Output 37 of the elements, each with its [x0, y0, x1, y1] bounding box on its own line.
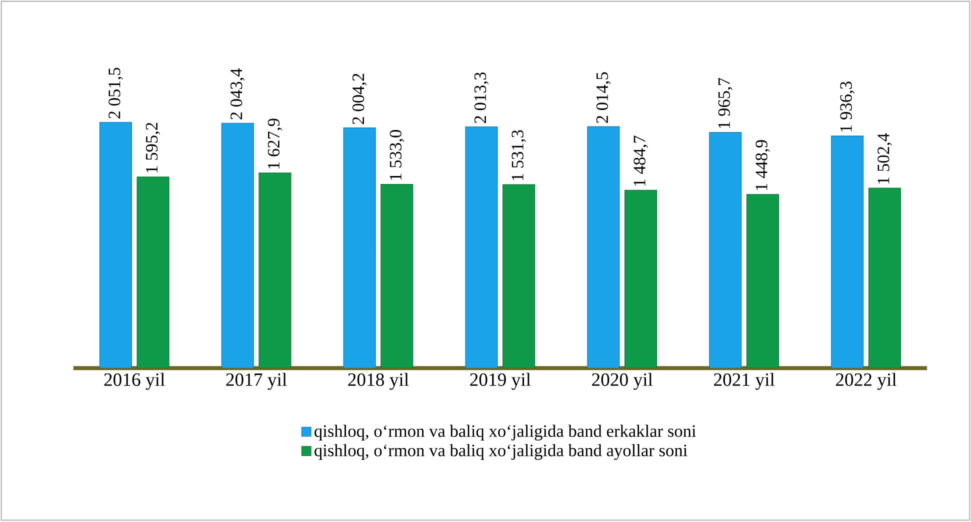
- data-label: 2 014,5: [596, 72, 611, 124]
- legend-label: qishloq, o‘rmon va baliq xo‘jaligida band erkaklar soni: [314, 424, 696, 441]
- x-tick-label: 2021 yil: [714, 373, 775, 390]
- bar: [709, 132, 742, 368]
- data-label: 2 043,4: [230, 68, 245, 120]
- data-label: 2 013,3: [474, 72, 489, 124]
- data-label: 1 936,3: [840, 82, 854, 132]
- bar: [746, 194, 780, 368]
- bar: [258, 172, 292, 368]
- data-label: 1 595,2: [146, 123, 160, 173]
- bar: [380, 184, 414, 368]
- data-label: 2 004,2: [352, 74, 367, 124]
- legend-label: qishloq, o‘rmon va baliq xo‘jaligida band ayollar soni: [314, 444, 688, 460]
- bar: [99, 122, 132, 368]
- x-tick-label: 2020 yil: [592, 373, 653, 390]
- bar: [343, 128, 376, 368]
- bar: [587, 126, 620, 368]
- x-tick-label: 2016 yil: [104, 373, 165, 390]
- x-tick-label: 2018 yil: [348, 373, 409, 390]
- x-tick-label: 2022 yil: [836, 373, 896, 390]
- data-label: 1 448,9: [756, 140, 770, 190]
- data-label: 1 627,9: [268, 118, 282, 169]
- bar: [221, 123, 254, 368]
- data-label: 1 502,4: [878, 134, 892, 184]
- bar: [868, 188, 901, 368]
- bar: [831, 136, 864, 368]
- bar: [136, 176, 170, 368]
- x-tick-label: 2017 yil: [226, 373, 287, 390]
- data-label: 1 484,7: [634, 136, 648, 186]
- data-label: 1 965,7: [718, 78, 732, 128]
- bar: [502, 184, 536, 368]
- data-label: 1 533,0: [390, 130, 404, 180]
- data-label: 1 531,3: [512, 130, 526, 180]
- bar: [465, 126, 498, 368]
- data-label: 2 051,5: [108, 68, 123, 119]
- x-tick-label: 2019 yil: [470, 373, 531, 390]
- bar: [624, 190, 658, 368]
